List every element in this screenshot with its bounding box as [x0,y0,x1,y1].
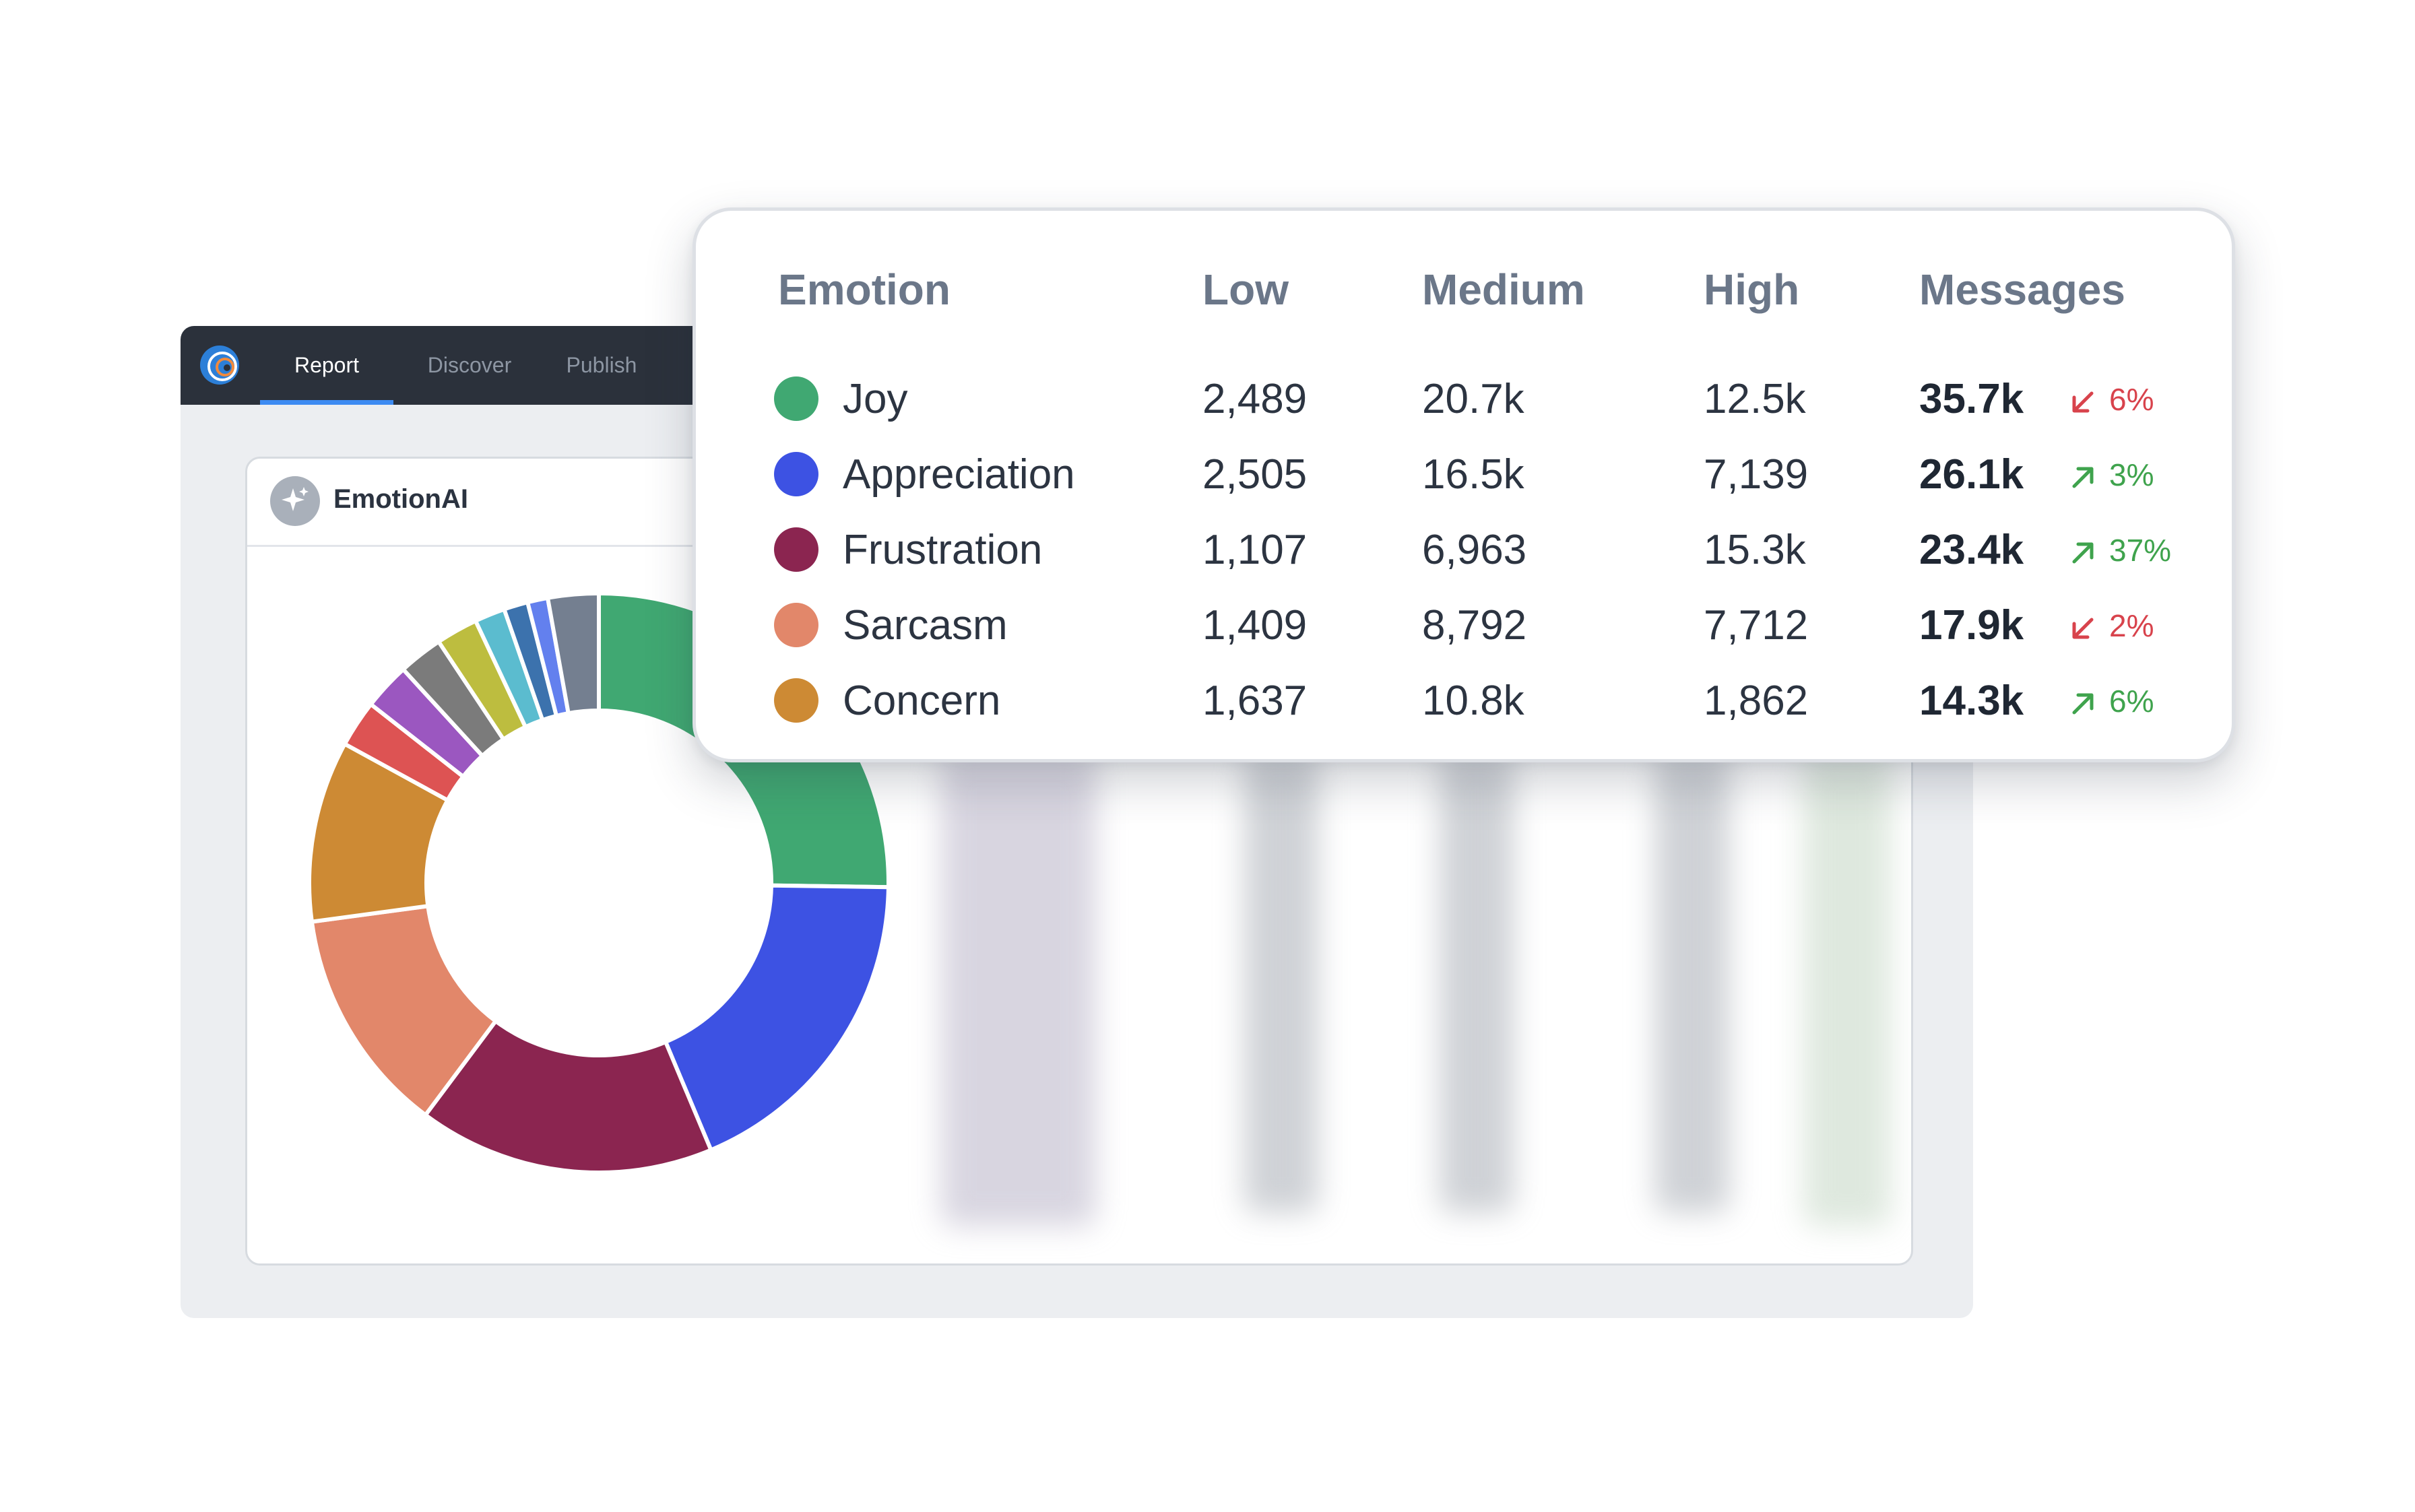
change-percent: 3% [2109,457,2154,492]
medium-value: 6,963 [1422,527,1527,573]
low-value: 1,637 [1202,678,1308,724]
low-value: 2,505 [1202,451,1308,498]
header-emotion: Emotion [778,265,951,314]
blurred-table [928,742,1898,1253]
emotion-color-dot [774,678,818,723]
arrow-down-left-icon [2072,391,2094,413]
panel-title: EmotionAI [333,484,468,514]
emotion-color-dot [774,376,818,421]
high-value: 1,862 [1704,678,1809,724]
tab-discover[interactable]: Discover [427,353,512,377]
donut-slice-frustration [422,1018,714,1175]
header-medium: Medium [1422,265,1585,314]
change-percent: 6% [2109,684,2154,719]
low-value: 1,107 [1202,527,1308,573]
trend-up: 37% [2070,526,2171,574]
arrow-down-left-icon [2072,618,2094,639]
low-value: 2,489 [1202,376,1308,422]
donut-slice-appreciation [663,883,891,1153]
emotion-label: Concern [843,678,1001,724]
header-high: High [1704,265,1800,314]
trend-down: 6% [2070,375,2154,424]
emotion-label: Joy [843,376,908,422]
messages-value: 26.1k [1919,451,2024,498]
medium-value: 8,792 [1422,602,1527,649]
change-percent: 37% [2109,533,2172,568]
tab-report[interactable]: Report [260,326,393,405]
messages-value: 23.4k [1919,527,2024,573]
low-value: 1,409 [1202,602,1308,649]
trend-up: 3% [2070,451,2154,499]
messages-value: 17.9k [1919,602,2024,649]
medium-value: 10.8k [1422,678,1524,724]
header-low: Low [1202,265,1289,314]
header-messages: Messages [1919,265,2125,314]
emotion-label: Sarcasm [843,602,1008,649]
app-logo-icon[interactable] [198,343,241,387]
table-row: Concern 1,637 10.8k 1,862 14.3k 6% [696,662,2232,737]
trend-up: 6% [2070,677,2154,725]
emotion-color-dot [774,527,818,572]
emotion-label: Appreciation [843,451,1075,498]
table-row: Frustration 1,107 6,963 15.3k 23.4k 37% [696,511,2232,587]
high-value: 7,139 [1704,451,1809,498]
emotion-color-dot [774,603,818,647]
table-row: Joy 2,489 20.7k 12.5k 35.7k 6% [696,360,2232,436]
high-value: 15.3k [1704,527,1806,573]
emotion-color-dot [774,452,818,496]
arrow-up-right-icon [2072,542,2094,564]
change-percent: 2% [2109,608,2154,643]
donut-slice-12 [545,591,601,716]
tab-publish[interactable]: Publish [566,353,637,377]
medium-value: 20.7k [1422,376,1524,422]
change-percent: 6% [2109,382,2154,417]
table-row: Sarcasm 1,409 8,792 7,712 17.9k 2% [696,587,2232,662]
medium-value: 16.5k [1422,451,1524,498]
arrow-up-right-icon [2072,467,2094,488]
high-value: 7,712 [1704,602,1809,649]
table-row: Appreciation 2,505 16.5k 7,139 26.1k 3% [696,436,2232,511]
arrow-up-right-icon [2072,693,2094,715]
messages-value: 35.7k [1919,376,2024,422]
emotion-summary-card: Emotion Low Medium High Messages Joy 2,48… [693,207,2235,762]
high-value: 12.5k [1704,376,1806,422]
messages-value: 14.3k [1919,678,2024,724]
emotion-label: Frustration [843,527,1043,573]
trend-down: 2% [2070,601,2154,650]
sparkle-icon [270,476,320,526]
